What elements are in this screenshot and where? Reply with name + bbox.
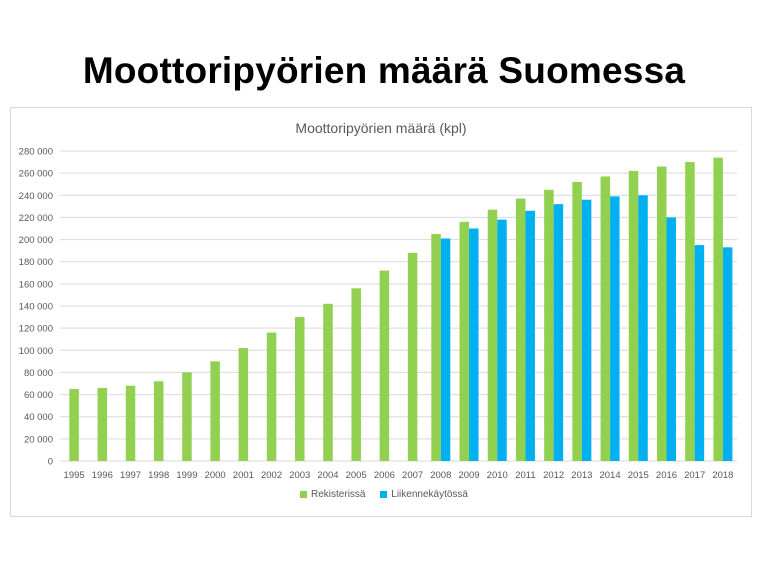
x-tick-label: 2013 bbox=[571, 470, 592, 481]
bar-rekisterissa-2004 bbox=[323, 303, 333, 461]
y-tick-label: 160 000 bbox=[19, 279, 53, 290]
legend-item-rekisterissa: Rekisterissä bbox=[300, 489, 365, 500]
y-tick-label: 260 000 bbox=[19, 169, 53, 180]
y-tick-label: 120 000 bbox=[19, 324, 53, 335]
y-tick-label: 100 000 bbox=[19, 346, 53, 357]
y-tick-label: 20 000 bbox=[24, 434, 53, 445]
x-tick-label: 2017 bbox=[684, 470, 705, 481]
x-tick-label: 2007 bbox=[402, 470, 423, 481]
x-tick-label: 2015 bbox=[628, 470, 649, 481]
bar-liikennekaytossa-2012 bbox=[553, 204, 564, 461]
x-tick-label: 2003 bbox=[289, 470, 310, 481]
bar-rekisterissa-1997 bbox=[125, 385, 136, 461]
bar-rekisterissa-2014 bbox=[600, 176, 611, 461]
x-axis-ticks: 1995 1996 1997 1998 1999 2000 2001 2002 2003 2004… bbox=[64, 470, 734, 481]
x-tick-label: 2009 bbox=[458, 470, 479, 481]
bar-rekisterissa-1995 bbox=[69, 389, 79, 461]
bar-liikennekaytossa-2010 bbox=[497, 219, 507, 461]
bar-liikennekaytossa-2009 bbox=[469, 228, 479, 461]
bar-liikennekaytossa-2017 bbox=[694, 245, 705, 461]
legend-label: Liikennekäytössä bbox=[391, 489, 468, 500]
y-tick-label: 200 000 bbox=[19, 235, 53, 246]
x-tick-label: 2005 bbox=[346, 470, 367, 481]
y-tick-label: 0 bbox=[48, 457, 53, 468]
y-axis-ticks: 0 20 000 40 000 60 000 80 000 100 000 120 000 1… bbox=[19, 147, 53, 468]
x-tick-label: 2000 bbox=[205, 470, 226, 481]
bar-rekisterissa-1999 bbox=[182, 372, 192, 461]
gridlines bbox=[60, 150, 737, 462]
x-tick-label: 2008 bbox=[430, 470, 451, 481]
bar-rekisterissa-2018 bbox=[713, 157, 723, 461]
y-tick-label: 140 000 bbox=[19, 302, 53, 313]
y-tick-label: 280 000 bbox=[19, 147, 53, 158]
bar-rekisterissa-2011 bbox=[515, 198, 526, 461]
slide-title: Moottoripyörien määrä Suomessa bbox=[82, 50, 686, 91]
x-tick-label: 2014 bbox=[599, 470, 620, 481]
bar-liikennekaytossa-2016 bbox=[666, 217, 676, 461]
bar-rekisterissa-2008 bbox=[431, 234, 441, 461]
y-tick-label: 60 000 bbox=[24, 390, 53, 401]
x-tick-label: 2001 bbox=[233, 470, 254, 481]
bar-liikennekaytossa-2018 bbox=[722, 247, 733, 461]
x-tick-label: 2018 bbox=[712, 470, 733, 481]
bar-rekisterissa-2007 bbox=[407, 252, 418, 461]
bar-rekisterissa-1996 bbox=[97, 387, 108, 461]
bar-liikennekaytossa-2011 bbox=[525, 210, 535, 461]
x-tick-label: 1999 bbox=[176, 470, 197, 481]
bar-rekisterissa-2015 bbox=[628, 170, 639, 461]
x-tick-label: 1997 bbox=[120, 470, 141, 481]
bar-liikennekaytossa-2008 bbox=[440, 238, 451, 461]
x-tick-label: 1998 bbox=[148, 470, 169, 481]
x-tick-label: 1996 bbox=[92, 470, 113, 481]
chart-legend: Rekisterissä Liikennekäytössä bbox=[0, 489, 768, 500]
bar-rekisterissa-2002 bbox=[266, 332, 277, 461]
chart-title: Moottoripyörien määrä (kpl) bbox=[295, 120, 466, 136]
bar-rekisterissa-2000 bbox=[210, 361, 220, 461]
y-tick-label: 220 000 bbox=[19, 213, 53, 224]
bar-rekisterissa-2005 bbox=[351, 288, 361, 461]
legend-item-liikennekaytossa: Liikennekäytössä bbox=[380, 489, 468, 500]
bar-liikennekaytossa-2015 bbox=[638, 195, 648, 462]
y-tick-label: 80 000 bbox=[24, 368, 53, 379]
y-tick-label: 240 000 bbox=[19, 191, 53, 202]
bar-liikennekaytossa-2013 bbox=[581, 199, 592, 461]
bar-rekisterissa-2003 bbox=[295, 317, 305, 461]
legend-swatch-rekisterissa bbox=[300, 491, 308, 498]
y-tick-label: 40 000 bbox=[24, 412, 53, 423]
bar-rekisterissa-2016 bbox=[656, 166, 667, 461]
x-tick-label: 1995 bbox=[64, 470, 85, 481]
x-tick-label: 2012 bbox=[543, 470, 564, 481]
bar-rekisterissa-2010 bbox=[487, 209, 498, 461]
legend-label: Rekisterissä bbox=[311, 489, 366, 500]
bar-rekisterissa-2009 bbox=[459, 221, 470, 461]
x-tick-label: 2016 bbox=[656, 470, 677, 481]
legend-swatch-liikennekaytossa bbox=[380, 491, 388, 498]
y-tick-label: 180 000 bbox=[19, 257, 53, 268]
bar-rekisterissa-2001 bbox=[238, 348, 249, 461]
x-tick-label: 2011 bbox=[515, 470, 535, 481]
bar-rekisterissa-2017 bbox=[685, 162, 695, 462]
bar-rekisterissa-1998 bbox=[153, 381, 164, 461]
bar-rekisterissa-2006 bbox=[379, 270, 390, 461]
bar-rekisterissa-2012 bbox=[544, 189, 554, 461]
x-tick-label: 2002 bbox=[261, 470, 282, 481]
x-tick-label: 2010 bbox=[487, 470, 508, 481]
x-tick-label: 2006 bbox=[374, 470, 395, 481]
bar-liikennekaytossa-2014 bbox=[610, 196, 620, 461]
bar-rekisterissa-2013 bbox=[572, 182, 582, 461]
bars bbox=[69, 157, 733, 462]
x-tick-label: 2004 bbox=[317, 470, 338, 481]
